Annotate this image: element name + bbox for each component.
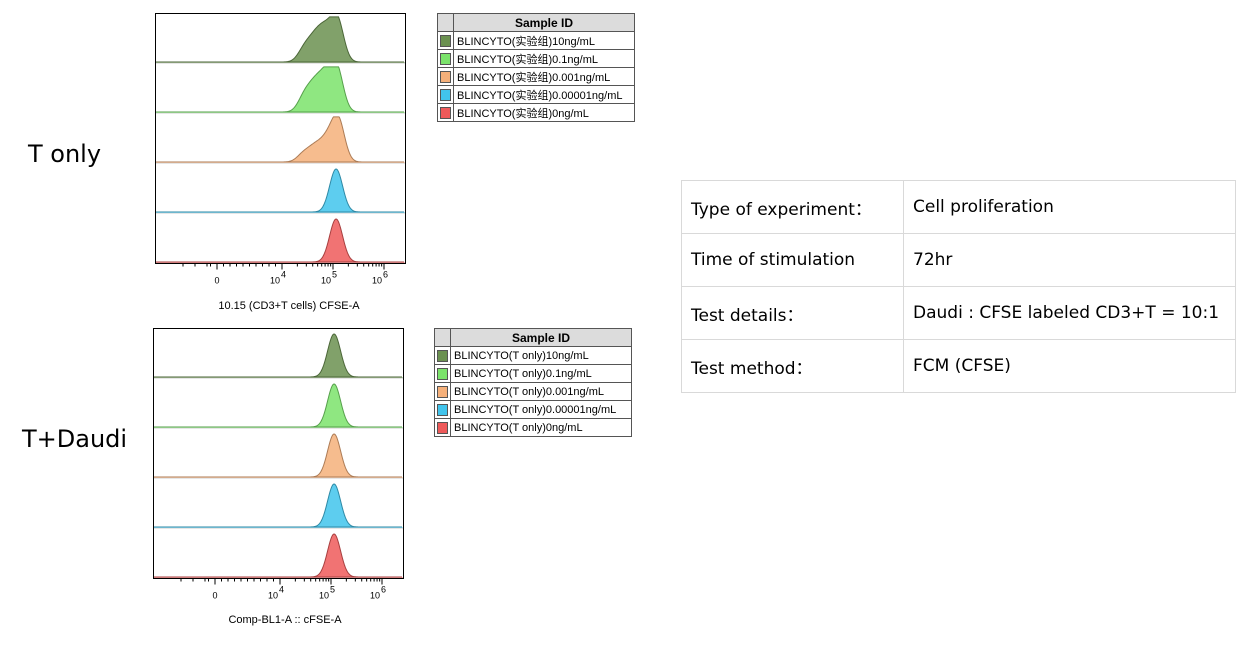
legend-item: BLINCYTO(实验组)0.1ng/mL <box>437 49 635 68</box>
info-value: Daudi : CFSE labeled CD3+T = 10:1 <box>903 286 1236 340</box>
legend-label: BLINCYTO(T only)0.001ng/mL <box>450 382 632 401</box>
legend-label: BLINCYTO(T only)0.00001ng/mL <box>450 400 632 419</box>
info-value: Cell proliferation <box>903 180 1236 234</box>
legend-label: BLINCYTO(T only)0.1ng/mL <box>450 364 632 383</box>
x-tick-label: 106 <box>370 585 386 601</box>
plot-frame <box>155 13 406 264</box>
info-key: Test method： <box>681 339 904 393</box>
legend-label: BLINCYTO(实验组)0.001ng/mL <box>453 67 635 86</box>
histogram-series <box>156 66 405 114</box>
legend-table: Sample ID BLINCYTO(实验组)10ng/mL BLINCYTO(… <box>437 13 635 122</box>
legend-item: BLINCYTO(T only)10ng/mL <box>434 346 632 365</box>
legend-title: Sample ID <box>450 328 632 347</box>
histogram-peak <box>156 66 404 113</box>
legend-label: BLINCYTO(实验组)0.00001ng/mL <box>453 85 635 104</box>
legend-swatch <box>437 385 448 398</box>
legend-item: BLINCYTO(实验组)0.001ng/mL <box>437 67 635 86</box>
info-value: 72hr <box>903 233 1236 287</box>
legend-item: BLINCYTO(T only)0.001ng/mL <box>434 382 632 401</box>
histogram-peak <box>154 383 402 428</box>
panel-label-t-only: T only <box>28 140 102 168</box>
histogram-series <box>156 218 405 263</box>
histogram-peak <box>154 433 402 478</box>
histogram-series <box>154 383 403 429</box>
legend-item: BLINCYTO(实验组)0ng/mL <box>437 103 635 122</box>
x-tick-label: 105 <box>319 585 335 601</box>
histogram-peak <box>156 116 404 163</box>
table-row: Type of experiment： Cell proliferation <box>681 180 1236 234</box>
legend-label: BLINCYTO(T only)10ng/mL <box>450 346 632 365</box>
legend-swatch <box>437 403 448 416</box>
legend-label: BLINCYTO(实验组)0.1ng/mL <box>453 49 635 68</box>
info-key: Type of experiment： <box>681 180 904 234</box>
legend-swatch <box>437 421 448 434</box>
legend-swatch <box>440 70 451 83</box>
x-tick-label: 0 <box>214 276 219 286</box>
histogram-peak <box>154 483 402 528</box>
legend-item: BLINCYTO(实验组)10ng/mL <box>437 31 635 50</box>
legend-title: Sample ID <box>453 13 635 32</box>
histogram-peak <box>154 333 402 378</box>
x-tick-label: 104 <box>270 270 286 286</box>
legend-item: BLINCYTO(T only)0.1ng/mL <box>434 364 632 383</box>
legend-item: BLINCYTO(T only)0.00001ng/mL <box>434 400 632 419</box>
panel-label-t-daudi: T+Daudi <box>22 425 128 453</box>
legend-swatch <box>440 52 451 65</box>
histogram-series <box>154 333 403 379</box>
legend-item: BLINCYTO(实验组)0.00001ng/mL <box>437 85 635 104</box>
legend-label: BLINCYTO(实验组)0ng/mL <box>453 103 635 122</box>
legend-table: Sample ID BLINCYTO(T only)10ng/mL BLINCY… <box>434 328 632 437</box>
table-row: Test method： FCM (CFSE) <box>681 339 1236 393</box>
legend-swatch-header <box>434 328 451 347</box>
x-axis-title: 10.15 (CD3+T cells) CFSE-A <box>218 300 360 312</box>
x-tick-exponent: 5 <box>330 585 335 595</box>
legend-swatch-header <box>437 13 454 32</box>
x-axis-title: Comp-BL1-A :: cFSE-A <box>228 614 342 626</box>
legend-swatch <box>440 34 451 47</box>
x-tick-exponent: 6 <box>383 270 388 280</box>
x-tick-label: 105 <box>321 270 337 286</box>
histogram-series <box>154 483 403 529</box>
histogram-peak <box>156 168 404 213</box>
histogram-chart-t-only: 0 104 105 106 <box>155 13 406 286</box>
x-tick-label: 104 <box>268 585 284 601</box>
legend-swatch <box>437 349 448 362</box>
histogram-series <box>154 533 403 578</box>
x-axis: 0 104 105 106 <box>180 578 386 601</box>
legend-item: BLINCYTO(T only)0ng/mL <box>434 418 632 437</box>
legend-swatch <box>440 106 451 119</box>
experiment-info-table: Type of experiment： Cell proliferation T… <box>681 180 1236 393</box>
plot-frame <box>153 328 404 579</box>
histogram-peak <box>154 533 402 578</box>
table-row: Time of stimulation 72hr <box>681 233 1236 287</box>
x-axis: 0 104 105 106 <box>182 263 388 286</box>
legend-label: BLINCYTO(T only)0ng/mL <box>450 418 632 437</box>
legend-label: BLINCYTO(实验组)10ng/mL <box>453 31 635 50</box>
x-tick-exponent: 4 <box>279 585 284 595</box>
info-value: FCM (CFSE) <box>903 339 1236 393</box>
x-tick-exponent: 5 <box>332 270 337 280</box>
info-key: Test details： <box>681 286 904 340</box>
x-tick-label: 0 <box>212 591 217 601</box>
histogram-peak <box>156 16 404 63</box>
legend-swatch <box>440 88 451 101</box>
histogram-series <box>156 116 405 164</box>
histogram-chart-t-daudi: 0 104 105 106 <box>153 328 404 601</box>
legend-swatch <box>437 367 448 380</box>
x-tick-exponent: 4 <box>281 270 286 280</box>
x-tick-label: 106 <box>372 270 388 286</box>
info-key: Time of stimulation <box>681 233 904 287</box>
histogram-series <box>154 433 403 479</box>
x-tick-exponent: 6 <box>381 585 386 595</box>
table-row: Test details： Daudi : CFSE labeled CD3+T… <box>681 286 1236 340</box>
histogram-peak <box>156 218 404 263</box>
histogram-series <box>156 168 405 214</box>
histogram-series <box>156 16 405 64</box>
